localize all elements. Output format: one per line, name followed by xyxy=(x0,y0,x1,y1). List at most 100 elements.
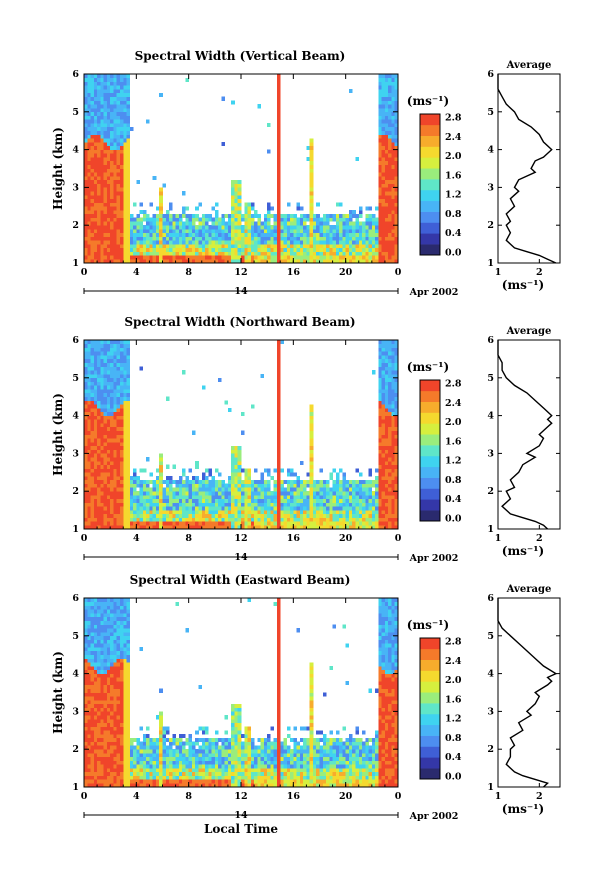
heatmap-cell xyxy=(113,745,118,750)
heatmap-cell xyxy=(394,396,399,401)
heatmap-cell xyxy=(90,130,95,135)
heatmap-cell xyxy=(322,217,327,222)
heatmap-cell xyxy=(110,639,114,644)
heatmap-cell xyxy=(152,225,157,230)
heatmap-cell xyxy=(188,255,193,260)
heatmap-cell xyxy=(296,479,301,484)
heatmap-cell xyxy=(276,217,281,222)
heatmap-cell xyxy=(100,692,104,697)
heatmap-cell xyxy=(309,494,314,500)
heatmap-cell xyxy=(231,494,235,500)
heatmap-cell xyxy=(195,479,199,484)
heatmap-cell xyxy=(273,247,278,252)
heatmap-cell xyxy=(218,247,222,252)
heatmap-cell xyxy=(100,81,104,86)
heatmap-cell xyxy=(381,77,386,82)
heatmap-cell xyxy=(195,525,199,530)
heatmap-cell xyxy=(106,434,111,439)
heatmap-cell xyxy=(84,415,88,420)
heatmap-cell xyxy=(162,183,167,188)
heatmap-cell xyxy=(129,255,134,260)
heatmap-cell xyxy=(335,232,340,237)
heatmap-cell xyxy=(312,506,317,511)
heatmap-cell xyxy=(106,358,111,363)
heatmap-cell xyxy=(368,506,373,511)
heatmap-cell xyxy=(227,513,232,518)
heatmap-cell xyxy=(381,138,386,143)
heatmap-cell xyxy=(362,521,366,526)
heatmap-cell xyxy=(146,513,150,518)
heatmap-cell xyxy=(93,718,98,724)
heatmap-cell xyxy=(244,213,248,218)
heatmap-cell xyxy=(371,483,376,488)
heatmap-cell xyxy=(97,415,101,420)
heatmap-cell xyxy=(205,494,209,500)
heatmap-cell xyxy=(394,160,399,166)
heatmap-cell xyxy=(116,381,121,386)
heatmap-cell xyxy=(90,658,95,663)
heatmap-cell xyxy=(182,259,186,264)
x-tick-label: 16 xyxy=(287,533,301,544)
heatmap-cell xyxy=(381,392,386,397)
heatmap-cell xyxy=(123,411,127,416)
heatmap-cell xyxy=(388,415,392,420)
heatmap-cell xyxy=(198,491,203,496)
heatmap-cell xyxy=(276,164,281,169)
heatmap-cell xyxy=(214,225,219,230)
heatmap-cell xyxy=(126,213,131,218)
heatmap-cell xyxy=(106,726,111,731)
heatmap-cell xyxy=(250,525,255,530)
heatmap-cell xyxy=(123,483,127,488)
heatmap-cell xyxy=(113,123,118,128)
heatmap-cell xyxy=(257,225,261,230)
heatmap-cell xyxy=(247,213,252,218)
heatmap-cell xyxy=(116,198,121,203)
heatmap-cell xyxy=(126,506,131,511)
heatmap-cell xyxy=(113,206,118,211)
heatmap-cell xyxy=(133,240,137,245)
heatmap-cell xyxy=(123,168,127,173)
heatmap-cell xyxy=(133,232,137,237)
heatmap-cell xyxy=(110,506,114,511)
heatmap-cell xyxy=(110,381,114,386)
heatmap-cell xyxy=(93,502,98,507)
heatmap-cell xyxy=(182,236,186,241)
heatmap-cell xyxy=(293,259,297,264)
heatmap-cell xyxy=(185,228,189,234)
heatmap-cell xyxy=(97,126,101,131)
heatmap-cell xyxy=(110,726,114,731)
heatmap-cell xyxy=(97,442,101,447)
heatmap-cell xyxy=(123,115,127,120)
heatmap-cell xyxy=(188,259,193,264)
heatmap-cell xyxy=(280,517,284,522)
heatmap-cell xyxy=(113,783,118,788)
heatmap-cell xyxy=(388,149,392,154)
heatmap-cell xyxy=(260,521,265,526)
heatmap-cell xyxy=(84,658,88,663)
heatmap-cell xyxy=(84,616,88,621)
heatmap-cell xyxy=(87,460,91,466)
heatmap-cell xyxy=(195,225,199,230)
heatmap-cell xyxy=(90,89,95,94)
heatmap-cell xyxy=(280,232,284,237)
heatmap-cell xyxy=(172,217,176,222)
heatmap-cell xyxy=(103,628,108,633)
heatmap-cell xyxy=(90,510,95,515)
heatmap-cell xyxy=(391,191,396,196)
heatmap-cell xyxy=(97,236,101,241)
heatmap-cell xyxy=(394,426,399,432)
heatmap-cell xyxy=(106,449,111,454)
heatmap-cell xyxy=(290,506,294,511)
heatmap-cell xyxy=(84,426,88,432)
heatmap-cell xyxy=(237,483,242,488)
x-tick-label: 4 xyxy=(133,533,140,544)
heatmap-cell xyxy=(97,85,101,90)
heatmap-cell xyxy=(205,225,209,230)
heatmap-cell xyxy=(185,247,189,252)
heatmap-cell xyxy=(90,525,95,530)
heatmap-cell xyxy=(136,494,140,500)
heatmap-cell xyxy=(319,498,324,503)
heatmap-cell xyxy=(90,677,95,682)
heatmap-cell xyxy=(378,138,382,143)
heatmap-cell xyxy=(391,453,396,458)
